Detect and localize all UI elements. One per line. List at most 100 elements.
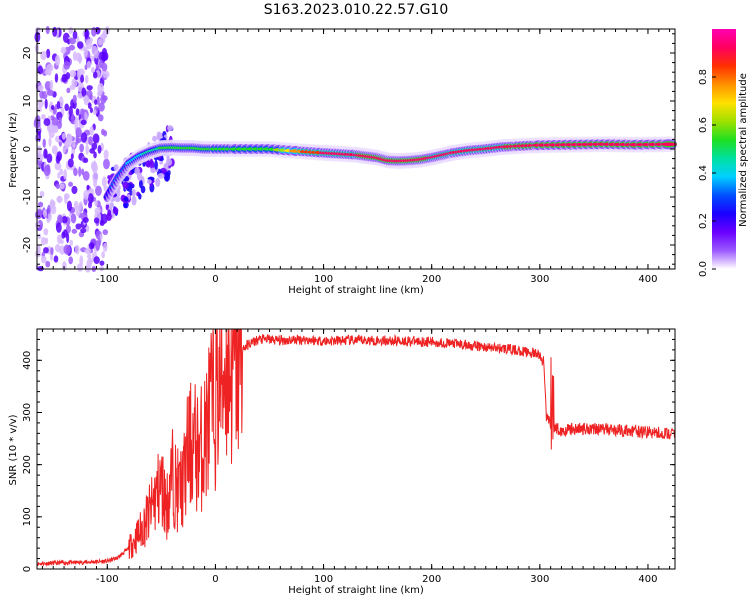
- spectrogram-marks: [33, 25, 677, 273]
- noise-blob: [67, 158, 74, 168]
- noise-blob: [62, 147, 66, 154]
- scatter-blob: [123, 196, 129, 202]
- noise-blob: [101, 47, 107, 57]
- noise-blob: [43, 148, 48, 159]
- scatter-blob: [131, 188, 136, 198]
- noise-blob: [96, 96, 100, 106]
- noise-blob: [103, 149, 109, 160]
- noise-blob: [35, 222, 41, 228]
- noise-blob: [75, 223, 82, 230]
- noise-blob: [71, 78, 78, 88]
- noise-blob: [63, 169, 67, 180]
- noise-blob: [78, 166, 82, 177]
- noise-blob: [103, 158, 110, 170]
- noise-blob: [93, 151, 97, 159]
- noise-blob: [73, 167, 78, 177]
- noise-blob: [43, 165, 51, 177]
- y-tick-label: -20: [22, 237, 33, 253]
- noise-blob: [43, 228, 49, 236]
- noise-blob: [83, 189, 89, 200]
- scatter-blob: [140, 185, 146, 194]
- scatter-blob: [112, 207, 119, 215]
- noise-blob: [74, 244, 80, 255]
- noise-blob: [79, 255, 84, 266]
- scatter-blob: [122, 181, 129, 189]
- noise-blob: [59, 183, 65, 190]
- noise-blob: [91, 142, 98, 150]
- noise-blob: [63, 61, 71, 70]
- noise-blob: [80, 132, 88, 143]
- noise-blob: [65, 72, 71, 80]
- noise-blob: [80, 74, 85, 83]
- noise-blob: [85, 144, 89, 155]
- noise-blob: [84, 28, 89, 40]
- noise-blob: [54, 161, 62, 171]
- colorbar: 0.0 0.2 0.4 0.6 0.8 Normalized spectral ampl…: [698, 29, 749, 277]
- spectrogram-ylabel: Frequency (Hz): [8, 112, 19, 188]
- scatter-blob: [150, 167, 156, 174]
- noise-blob: [77, 41, 84, 49]
- colorbar-tick-label: 0.8: [698, 69, 709, 85]
- colorbar-tick-label: 0.4: [698, 165, 709, 181]
- noise-blob: [44, 69, 51, 76]
- noise-blob: [55, 155, 61, 164]
- noise-blob: [71, 185, 78, 195]
- noise-blob: [47, 123, 54, 133]
- noise-blob: [92, 133, 100, 144]
- noise-blob: [88, 136, 93, 146]
- x-tick-label: 300: [530, 574, 549, 585]
- noise-blob: [92, 71, 98, 79]
- noise-blob: [69, 37, 76, 45]
- noise-blob: [46, 89, 54, 96]
- noise-blob: [78, 201, 83, 211]
- noise-blob: [91, 26, 97, 37]
- noise-blob: [70, 213, 77, 224]
- noise-blob: [92, 171, 99, 183]
- noise-blob: [43, 247, 49, 254]
- noise-blob: [37, 85, 44, 91]
- y-tick-label: 100: [22, 507, 33, 526]
- y-tick-label: 200: [22, 455, 33, 474]
- snr-marks: [36, 328, 676, 568]
- y-tick-label: 300: [22, 403, 33, 422]
- scatter-blob: [157, 173, 165, 179]
- noise-blob: [54, 73, 59, 83]
- noise-blob: [81, 87, 87, 97]
- colorbar-label: Normalized spectral amplitude: [738, 73, 749, 227]
- noise-blob: [63, 229, 68, 238]
- noise-blob: [59, 168, 64, 176]
- scatter-blob: [114, 196, 121, 203]
- noise-blob: [72, 94, 77, 104]
- noise-blob: [89, 107, 93, 114]
- noise-blob: [39, 190, 45, 198]
- noise-blob: [68, 181, 74, 187]
- y-tick-label: 0: [22, 566, 33, 572]
- noise-blob: [52, 108, 57, 115]
- noise-blob: [83, 157, 89, 164]
- noise-blob: [93, 217, 100, 224]
- noise-blob: [94, 49, 99, 59]
- noise-blob: [101, 62, 108, 72]
- noise-blob: [80, 108, 85, 118]
- noise-blob: [66, 87, 71, 94]
- noise-blob: [80, 119, 87, 126]
- scatter-blob: [165, 158, 173, 166]
- noise-blob: [47, 204, 51, 215]
- noise-blob: [68, 44, 76, 51]
- y-tick-label: 0: [22, 146, 33, 152]
- noise-blob: [71, 113, 75, 124]
- scatter-blob: [156, 131, 162, 141]
- noise-blob: [36, 145, 42, 156]
- snr-series-line: [36, 328, 676, 568]
- noise-blob: [55, 183, 60, 190]
- scatter-blob: [152, 135, 158, 142]
- noise-blob: [37, 65, 44, 75]
- noise-blob: [101, 176, 107, 188]
- scatter-blob: [167, 169, 171, 176]
- noise-blob: [86, 85, 93, 91]
- noise-blob: [64, 140, 70, 150]
- scatter-blob: [107, 175, 111, 180]
- noise-blob: [87, 253, 92, 260]
